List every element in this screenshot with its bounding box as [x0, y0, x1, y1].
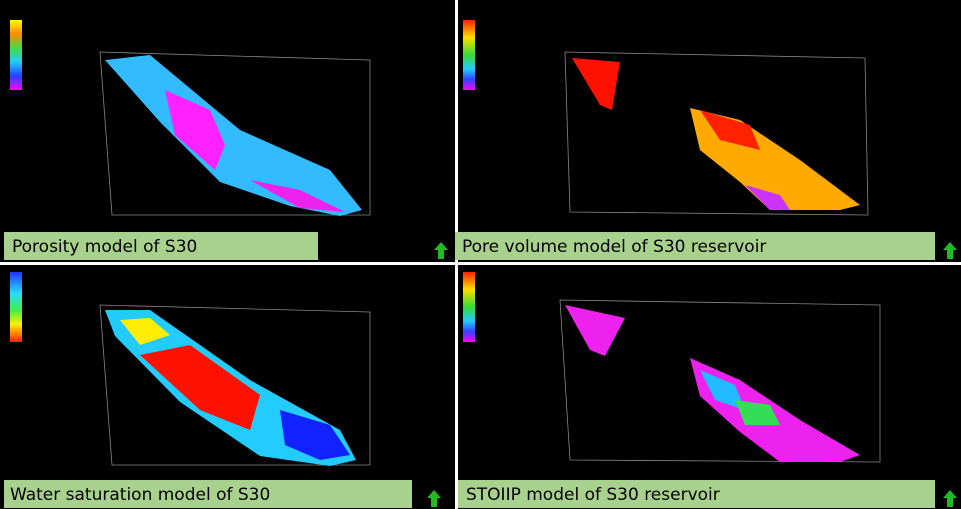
color-bar [463, 20, 475, 90]
color-bar [10, 272, 22, 342]
caption: Pore volume model of S30 reservoir [462, 237, 766, 257]
caption: Water saturation model of S30 [10, 485, 270, 505]
color-bar [463, 272, 475, 342]
figure: Porosity model of S30 Pore volume model … [0, 0, 961, 509]
caption: STOIIP model of S30 reservoir [466, 485, 720, 505]
color-bar [10, 20, 22, 90]
caption: Porosity model of S30 [12, 237, 197, 257]
